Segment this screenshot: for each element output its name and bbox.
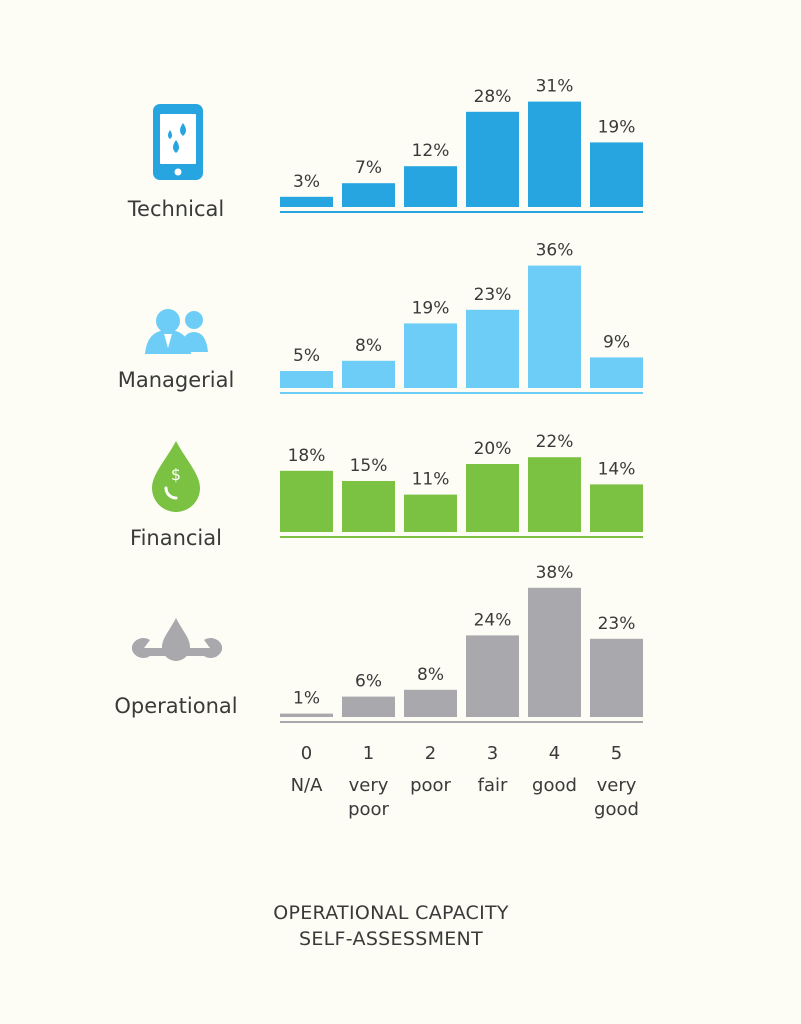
bar-managerial-0 [280,371,333,388]
bar-operational-0 [280,713,333,717]
value-label-technical-5: 19% [598,117,636,137]
value-label-financial-0: 18% [288,446,326,466]
tick-label-1-1: poor [348,799,389,820]
svg-text:$: $ [171,465,181,484]
tick-number-5: 5 [611,743,622,764]
value-label-operational-1: 6% [355,672,382,692]
value-label-managerial-1: 8% [355,336,382,356]
bar-operational-2 [404,689,457,717]
value-label-technical-3: 28% [474,87,512,107]
money-drop-icon: $ [152,441,200,512]
tick-label-5-1: good [594,799,639,820]
tick-number-0: 0 [301,743,312,764]
bar-technical-1 [342,183,395,207]
bar-technical-5 [590,142,643,207]
tick-label-5-0: very [597,775,637,796]
tick-label-0-0: N/A [291,775,324,796]
tick-label-3-0: fair [478,775,508,796]
value-label-financial-1: 15% [350,456,388,476]
value-label-financial-3: 20% [474,439,512,459]
chart-title-line-1: OPERATIONAL CAPACITY [273,902,509,924]
bar-financial-5 [590,484,643,532]
wrench-drop-icon [132,618,222,661]
value-label-operational-4: 38% [536,563,574,583]
row-label-managerial: Managerial [118,368,235,392]
value-label-financial-2: 11% [412,470,450,490]
value-label-managerial-5: 9% [603,332,630,352]
panel-operational: 1% 6% 8% 24% 38% 23% Operational [114,563,643,723]
bar-managerial-2 [404,323,457,388]
bar-technical-0 [280,196,333,207]
bar-operational-4 [528,587,581,717]
value-label-operational-0: 1% [293,689,320,709]
smartphone-icon [153,104,203,180]
row-label-operational: Operational [114,694,237,718]
tick-number-2: 2 [425,743,436,764]
value-label-technical-1: 7% [355,158,382,178]
tick-number-4: 4 [549,743,560,764]
row-label-technical: Technical [127,197,224,221]
panel-technical: 3% 7% 12% 28% 31% 19% Technical [127,77,643,221]
people-icon [145,309,208,354]
value-label-operational-5: 23% [598,614,636,634]
bar-financial-2 [404,494,457,532]
value-label-financial-4: 22% [536,432,574,452]
bar-financial-1 [342,481,395,532]
bar-managerial-4 [528,265,581,388]
bar-technical-4 [528,101,581,207]
tick-label-1-0: very [349,775,389,796]
value-label-technical-2: 12% [412,141,450,161]
bar-technical-3 [466,111,519,207]
bar-technical-2 [404,166,457,207]
bar-financial-3 [466,464,519,532]
panel-financial: 18% 15% 11% 20% 22% 14% Financial [130,432,643,550]
value-label-financial-5: 14% [598,459,636,479]
value-label-technical-4: 31% [536,77,574,97]
bar-operational-1 [342,696,395,717]
bar-managerial-5 [590,357,643,388]
tick-label-4-0: good [532,775,577,796]
panel-managerial: 5% 8% 19% 23% 36% 9% Managerial [118,241,643,394]
row-label-financial: Financial [130,526,222,550]
bar-financial-4 [528,457,581,532]
bar-managerial-3 [466,309,519,388]
bar-managerial-1 [342,360,395,388]
bar-operational-5 [590,638,643,717]
value-label-operational-2: 8% [417,665,444,685]
bar-operational-3 [466,635,519,717]
bar-financial-0 [280,470,333,532]
value-label-managerial-4: 36% [536,241,574,261]
chart-title-line-2: SELF-ASSESSMENT [299,928,483,950]
value-label-operational-3: 24% [474,610,512,630]
tick-number-3: 3 [487,743,498,764]
value-label-managerial-0: 5% [293,346,320,366]
tick-label-2-0: poor [410,775,451,796]
value-label-managerial-2: 19% [412,298,450,318]
value-label-managerial-3: 23% [474,285,512,305]
value-label-technical-0: 3% [293,172,320,192]
tick-number-1: 1 [363,743,374,764]
